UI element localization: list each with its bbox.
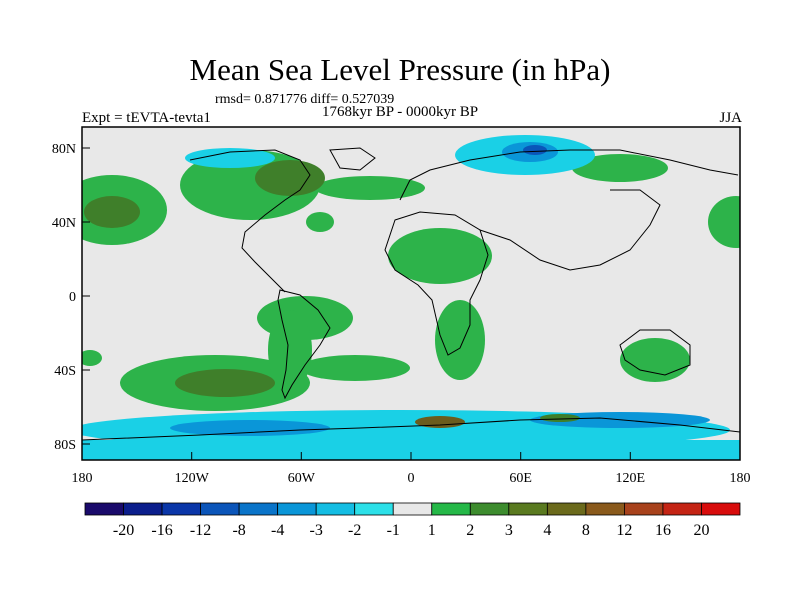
lon-label: 120W — [175, 471, 210, 486]
colorbar-label: -8 — [232, 522, 245, 539]
colorbar-label: 16 — [655, 522, 671, 539]
anomaly-region — [300, 355, 410, 381]
colorbar-box — [238, 502, 279, 516]
anomaly-region — [255, 160, 325, 196]
lat-label: 40N — [52, 216, 76, 231]
colorbar-label: 8 — [582, 522, 590, 539]
colorbar-label: -1 — [387, 522, 400, 539]
coastline-australia — [619, 329, 691, 376]
lat-label: 80N — [52, 142, 76, 157]
lon-ticks — [81, 452, 741, 460]
lon-label: 0 — [408, 471, 415, 486]
colorbar-box — [585, 502, 625, 516]
colorbar-labels: -20 -16 -12 -8 -4 -3 -2 -1 1 2 3 4 8 12 16 20 — [113, 522, 710, 539]
lon-label: 120E — [616, 471, 646, 486]
coastline-antarctica — [82, 417, 740, 441]
anomaly-region — [82, 350, 102, 366]
colorbar-label: 20 — [693, 522, 709, 539]
colorbar-label: -12 — [190, 522, 211, 539]
anomaly-region — [435, 300, 485, 380]
anomaly-region — [572, 154, 668, 182]
period-label: 1768kyr BP - 0000kyr BP — [322, 104, 479, 120]
lon-label: 180 — [730, 471, 751, 486]
lon-label: 180 — [72, 471, 93, 486]
anomaly-region — [388, 228, 492, 284]
coastline-greenland — [329, 147, 376, 171]
colorbar-box — [624, 502, 664, 516]
season-label: JJA — [719, 110, 742, 126]
anomaly-field — [82, 135, 740, 460]
colorbar-box — [431, 502, 471, 516]
stats-line: rmsd= 0.871776 diff= 0.527039 — [215, 92, 395, 107]
coastline-south-america — [277, 289, 331, 400]
colorbar-box — [123, 502, 163, 516]
colorbar-label: -3 — [310, 522, 323, 539]
colorbar-label: 2 — [466, 522, 474, 539]
colorbar-label: 3 — [505, 522, 513, 539]
colorbar-label: 4 — [543, 522, 551, 539]
anomaly-region — [306, 212, 334, 232]
coastlines — [82, 147, 740, 441]
colorbar-box — [84, 502, 124, 516]
colorbar-box — [315, 502, 356, 516]
coastline-eurasia-south — [479, 189, 661, 271]
colorbar-box — [200, 502, 240, 516]
lon-label: 60W — [288, 471, 316, 486]
colorbar-label: 12 — [616, 522, 632, 539]
colorbar-box — [508, 502, 548, 516]
anomaly-region — [84, 196, 140, 228]
colorbar-box — [546, 502, 587, 516]
colorbar-box — [277, 502, 317, 516]
lat-ticks — [82, 147, 90, 445]
colorbar-label: -20 — [113, 522, 134, 539]
colorbar-label: -16 — [151, 522, 172, 539]
colorbar-label: -4 — [271, 522, 284, 539]
colorbar-box — [392, 502, 433, 516]
lat-label: 80S — [54, 438, 76, 453]
lat-label: 40S — [54, 364, 76, 379]
coastline-eurasia-north — [399, 149, 739, 201]
coastline-north-america — [189, 149, 311, 293]
lon-label: 60E — [509, 471, 532, 486]
colorbar-box — [354, 502, 394, 516]
map-title: Mean Sea Level Pressure (in hPa) — [189, 52, 611, 87]
anomaly-region — [708, 196, 740, 248]
colorbar-box — [662, 502, 702, 516]
anomaly-region — [620, 338, 690, 382]
colorbar-box — [701, 502, 741, 516]
experiment-label: Expt = tEVTA-tevta1 — [82, 110, 211, 126]
coastline-africa — [384, 211, 489, 356]
colorbar-label: -2 — [348, 522, 361, 539]
anomaly-region — [415, 416, 465, 428]
anomaly-region — [315, 176, 425, 200]
lat-label: 0 — [69, 290, 76, 305]
anomaly-region — [523, 145, 547, 155]
anomaly-region — [175, 369, 275, 397]
colorbar-box — [469, 502, 510, 516]
anomaly-region — [540, 414, 580, 422]
anomaly-region — [82, 440, 740, 460]
anomaly-region — [268, 310, 312, 390]
anomaly-region — [185, 148, 275, 168]
anomaly-region — [170, 420, 330, 436]
colorbar-label: 1 — [428, 522, 436, 539]
colorbar-box — [161, 502, 201, 516]
colorbar — [84, 502, 741, 516]
